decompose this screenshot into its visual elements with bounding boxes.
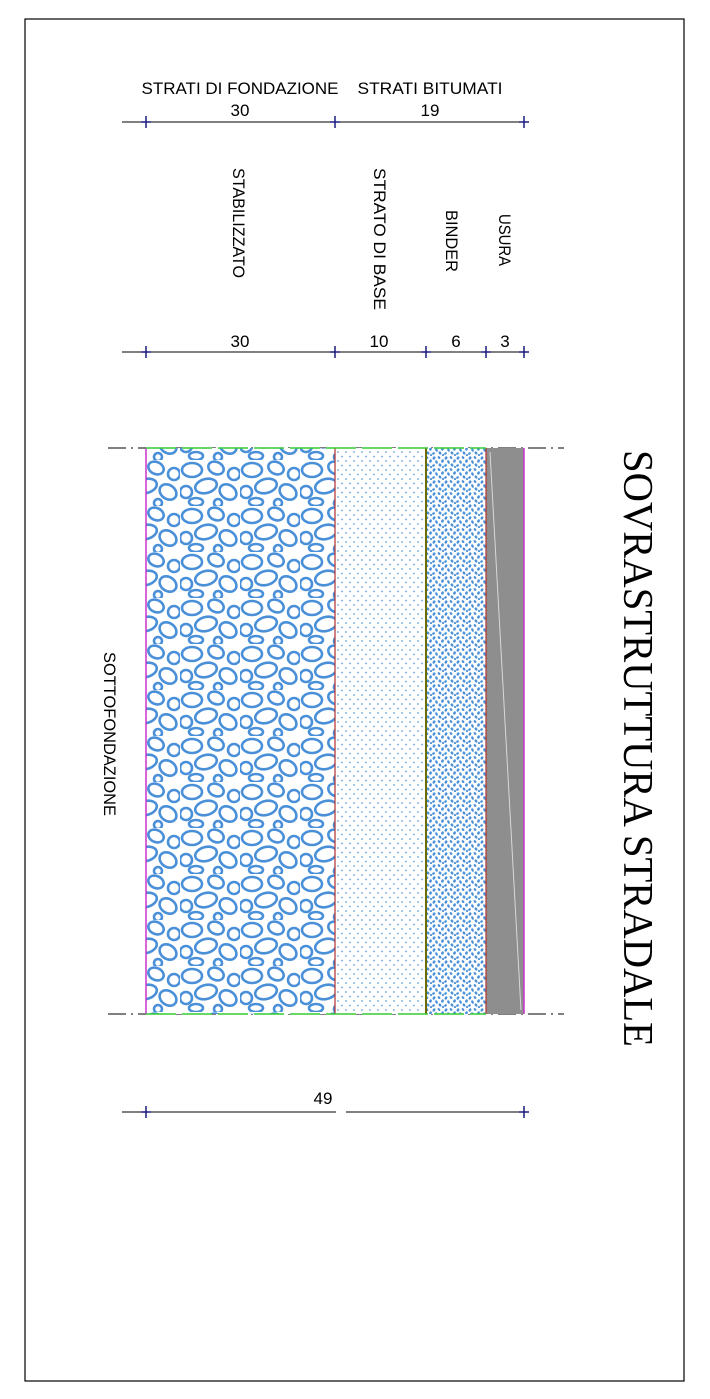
layer-band-stabilizzato	[146, 448, 335, 1014]
group-label-bitumati: STRATI BITUMATI	[358, 79, 503, 98]
total-thickness: 49	[314, 1089, 333, 1108]
layer-dimension-line	[122, 346, 529, 358]
drawing-title: SOVRASTRUTTURA STRADALE	[614, 450, 660, 1047]
layer-name-usura: USURA	[495, 214, 514, 267]
layer-band-strato-base	[335, 448, 426, 1014]
layer-thickness-strato-base: 10	[370, 332, 389, 351]
layer-name-binder: BINDER	[442, 210, 461, 272]
layer-thickness-binder: 6	[451, 332, 460, 351]
drawing-frame	[24, 18, 685, 1382]
layer-thickness-usura: 3	[500, 332, 509, 351]
usura-hatch-line	[489, 451, 522, 1011]
group-thickness-fondazione: 30	[231, 101, 250, 120]
group-thickness-bitumati: 19	[421, 101, 440, 120]
group-label-fondazione: STRATI DI FONDAZIONE	[142, 79, 339, 98]
group-dimension-line	[122, 116, 529, 128]
layer-name-strato-base: STRATO DI BASE	[370, 168, 389, 310]
layer-name-stabilizzato: STABILIZZATO	[229, 168, 248, 278]
layer-band-binder	[426, 448, 486, 1014]
subgrade-label: SOTTOFONDAZIONE	[100, 652, 119, 816]
layer-thickness-stabilizzato: 30	[231, 332, 250, 351]
total-dimension-line	[122, 1106, 529, 1118]
